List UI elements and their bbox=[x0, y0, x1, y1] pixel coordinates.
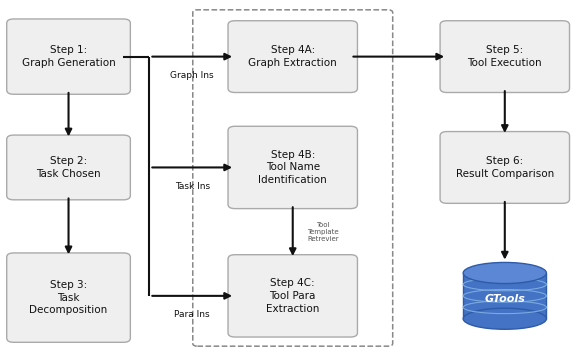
Ellipse shape bbox=[463, 308, 546, 329]
Text: Step 4B:
Tool Name
Identification: Step 4B: Tool Name Identification bbox=[258, 150, 327, 185]
Text: GTools: GTools bbox=[484, 294, 525, 304]
Text: Step 4C:
Tool Para
Extraction: Step 4C: Tool Para Extraction bbox=[266, 278, 320, 314]
Text: Step 5:
Tool Execution: Step 5: Tool Execution bbox=[467, 45, 542, 68]
Text: Para Ins: Para Ins bbox=[175, 310, 210, 319]
FancyBboxPatch shape bbox=[228, 21, 357, 93]
Text: Step 2:
Task Chosen: Step 2: Task Chosen bbox=[36, 156, 101, 179]
FancyBboxPatch shape bbox=[440, 21, 570, 93]
Text: Step 1:
Graph Generation: Step 1: Graph Generation bbox=[22, 45, 115, 68]
Text: Graph Ins: Graph Ins bbox=[171, 71, 214, 80]
FancyBboxPatch shape bbox=[7, 253, 130, 342]
Text: Step 3:
Task
Decomposition: Step 3: Task Decomposition bbox=[30, 280, 108, 315]
Text: Step 4A:
Graph Extraction: Step 4A: Graph Extraction bbox=[249, 45, 337, 68]
FancyBboxPatch shape bbox=[228, 255, 357, 337]
Text: Step 6:
Result Comparison: Step 6: Result Comparison bbox=[456, 156, 554, 179]
Polygon shape bbox=[463, 273, 546, 319]
Ellipse shape bbox=[463, 262, 546, 283]
Text: Task Ins: Task Ins bbox=[175, 182, 210, 190]
Text: Tool
Template
Retrevier: Tool Template Retrevier bbox=[307, 222, 339, 242]
FancyBboxPatch shape bbox=[7, 135, 130, 200]
FancyBboxPatch shape bbox=[228, 126, 357, 209]
FancyBboxPatch shape bbox=[7, 19, 130, 94]
FancyBboxPatch shape bbox=[440, 132, 570, 203]
